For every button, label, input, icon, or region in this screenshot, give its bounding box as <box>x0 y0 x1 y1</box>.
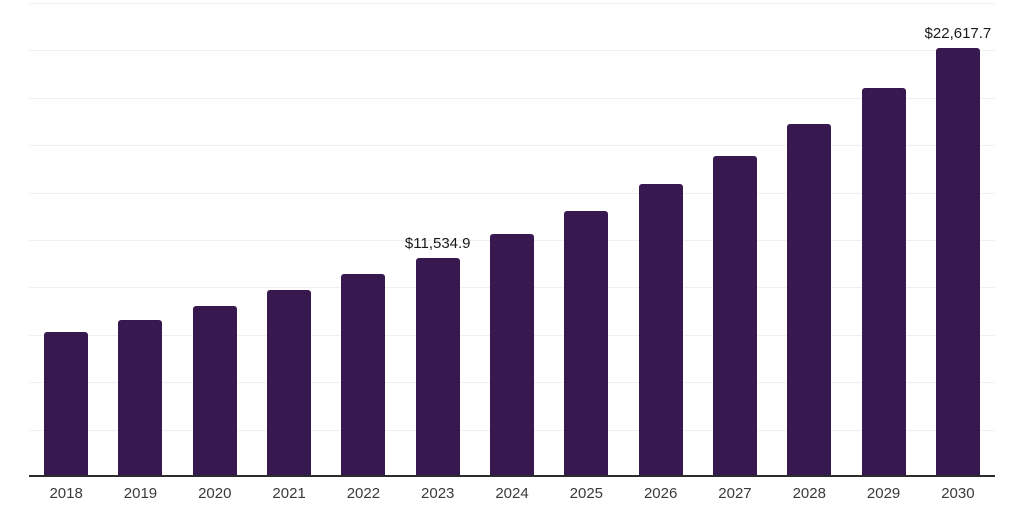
bar-2019 <box>118 319 163 477</box>
bar-slot-2025 <box>549 3 623 477</box>
x-axis-tick-labels: 2018 2019 2020 2021 2022 2023 2024 2025 2026 2027… <box>29 485 995 502</box>
bar-slot-2020 <box>178 3 252 477</box>
bar-slot-2023: $11,534.9 <box>401 3 475 477</box>
x-axis-line <box>29 475 995 477</box>
bar-2022 <box>341 274 386 477</box>
x-tick-2026: 2026 <box>643 485 678 502</box>
bar-slot-2026 <box>624 3 698 477</box>
bar-slot-2018 <box>29 3 103 477</box>
gridline <box>29 3 995 4</box>
bar-2020 <box>192 305 237 477</box>
bar-2025 <box>564 210 609 477</box>
bar-2030 <box>935 48 980 477</box>
x-tick-2021: 2021 <box>272 485 306 502</box>
bar-2021 <box>267 289 312 477</box>
bar-2023 <box>415 258 460 477</box>
bar-slot-2024 <box>475 3 549 477</box>
bar-slot-2022 <box>326 3 400 477</box>
bar-2028 <box>787 123 832 477</box>
bar-slot-2021 <box>252 3 326 477</box>
plot-area: $11,534.9 $22,617.7 <box>29 3 995 477</box>
bar-slot-2027 <box>698 3 772 477</box>
x-tick-2029: 2029 <box>866 485 901 502</box>
bar-slot-2029 <box>846 3 920 477</box>
value-label-2023: $11,534.9 <box>404 235 471 253</box>
x-tick-2027: 2027 <box>718 485 752 502</box>
bar-slot-2028 <box>772 3 846 477</box>
x-tick-2019: 2019 <box>123 485 158 502</box>
bar-slot-2030: $22,617.7 <box>921 3 995 477</box>
x-tick-2030: 2030 <box>941 485 975 502</box>
gridline <box>29 50 995 52</box>
gridline <box>29 192 995 194</box>
bar-2018 <box>44 331 89 477</box>
bars-row: $11,534.9 $22,617.7 <box>29 3 995 477</box>
x-tick-2023: 2023 <box>421 485 455 502</box>
gridline <box>29 145 995 147</box>
x-tick-2018: 2018 <box>49 485 83 502</box>
x-tick-2020: 2020 <box>198 485 232 502</box>
bar-2026 <box>638 183 683 477</box>
gridline <box>29 97 995 99</box>
x-tick-2024: 2024 <box>495 485 529 502</box>
x-tick-2028: 2028 <box>792 485 826 502</box>
bar-2029 <box>861 87 906 477</box>
value-label-2030: $22,617.7 <box>924 25 992 43</box>
x-tick-2022: 2022 <box>346 485 381 502</box>
x-tick-2025: 2025 <box>569 485 604 502</box>
bar-2027 <box>712 155 757 477</box>
bar-slot-2019 <box>103 3 177 477</box>
bar-2024 <box>490 234 535 477</box>
